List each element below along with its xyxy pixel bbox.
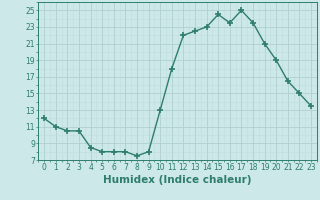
X-axis label: Humidex (Indice chaleur): Humidex (Indice chaleur) — [103, 175, 252, 185]
